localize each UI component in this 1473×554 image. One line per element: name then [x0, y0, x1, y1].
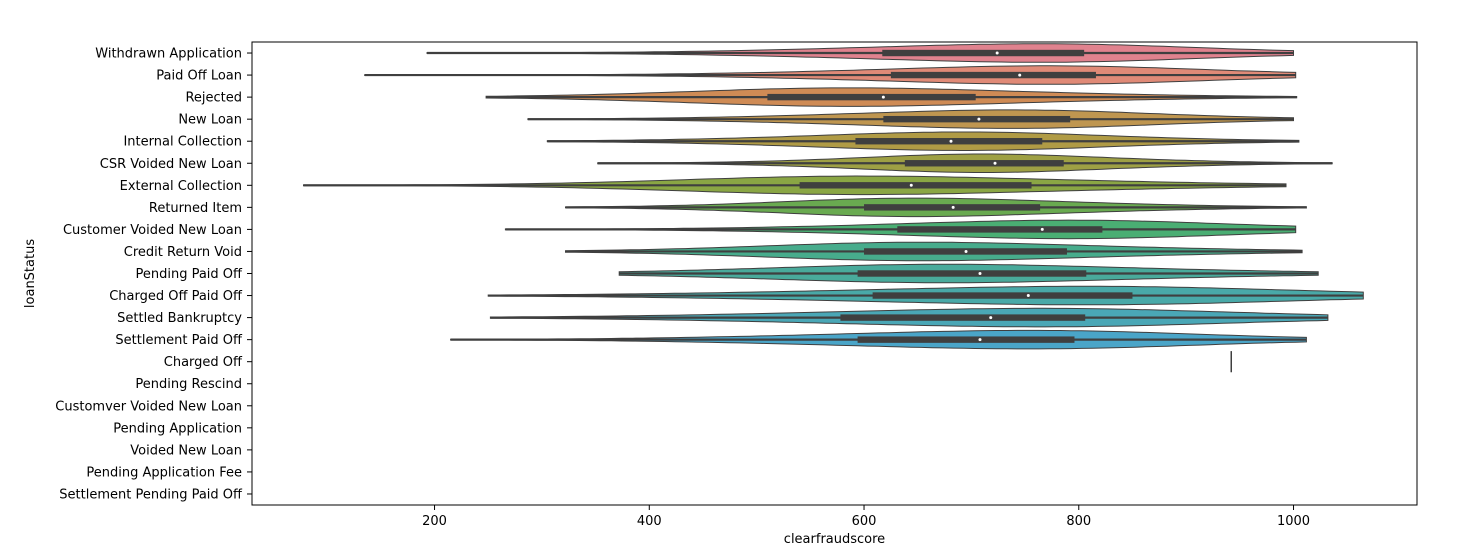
y-tick-label: New Loan: [178, 113, 242, 128]
x-axis-label: clearfraudscore: [784, 532, 885, 547]
y-tick-label: Customver Voided New Loan: [55, 399, 242, 414]
median-point: [995, 51, 999, 55]
median-point: [978, 272, 982, 275]
median-point: [1040, 227, 1044, 231]
iqr-box: [840, 314, 1086, 321]
x-tick-label: 400: [637, 514, 662, 529]
iqr-box: [855, 138, 1043, 145]
y-tick-label: Settled Bankruptcy: [117, 311, 242, 326]
y-axis-label: loanStatus: [23, 239, 38, 308]
y-tick-label: Pending Rescind: [135, 377, 242, 392]
y-tick-label: CSR Voided New Loan: [100, 157, 242, 172]
y-tick-label: Charged Off Paid Off: [109, 289, 243, 304]
y-tick-label: Pending Application: [113, 421, 242, 436]
x-tick-label: 200: [422, 514, 447, 529]
median-point: [881, 95, 885, 99]
x-tick-label: 600: [852, 514, 877, 529]
x-tick-label: 800: [1066, 514, 1091, 529]
median-point: [1018, 73, 1022, 77]
median-point: [978, 338, 982, 342]
iqr-box: [883, 115, 1071, 123]
y-tick-label: Internal Collection: [123, 135, 242, 150]
y-tick-label: Paid Off Loan: [156, 69, 242, 84]
y-tick-label: Pending Application Fee: [86, 465, 242, 480]
y-tick-label: Voided New Loan: [130, 443, 242, 458]
y-tick-label: Pending Paid Off: [135, 267, 243, 282]
y-tick-label: Returned Item: [149, 201, 242, 216]
median-point: [949, 139, 953, 143]
iqr-box: [857, 336, 1075, 343]
iqr-box: [872, 292, 1133, 299]
y-tick-label: Withdrawn Application: [95, 47, 242, 62]
median-point: [989, 316, 993, 320]
iqr-box: [890, 71, 1096, 79]
median-point: [993, 161, 997, 165]
y-tick-label: Charged Off: [164, 355, 243, 370]
iqr-box: [882, 49, 1085, 57]
iqr-box: [904, 160, 1064, 167]
x-tick-label: 1000: [1277, 514, 1310, 529]
median-point: [964, 249, 968, 253]
y-tick-label: External Collection: [120, 179, 242, 194]
y-tick-label: Credit Return Void: [124, 245, 242, 260]
y-tick-label: Rejected: [185, 91, 242, 106]
y-tick-label: Settlement Pending Paid Off: [59, 487, 243, 502]
iqr-box: [767, 93, 976, 101]
iqr-box: [857, 270, 1087, 277]
median-point: [977, 117, 981, 121]
y-axis: Withdrawn Application Paid Off Loan Reject…: [55, 47, 252, 502]
iqr-box: [897, 226, 1103, 233]
median-point: [951, 205, 955, 209]
y-tick-label: Settlement Paid Off: [115, 333, 243, 348]
y-tick-label: Customer Voided New Loan: [63, 223, 242, 238]
iqr-box: [799, 182, 1032, 189]
median-point: [1026, 294, 1030, 298]
median-point: [909, 183, 913, 187]
x-axis: 200 400 600 800 1000: [422, 505, 1310, 529]
plot-layer: [303, 43, 1364, 373]
